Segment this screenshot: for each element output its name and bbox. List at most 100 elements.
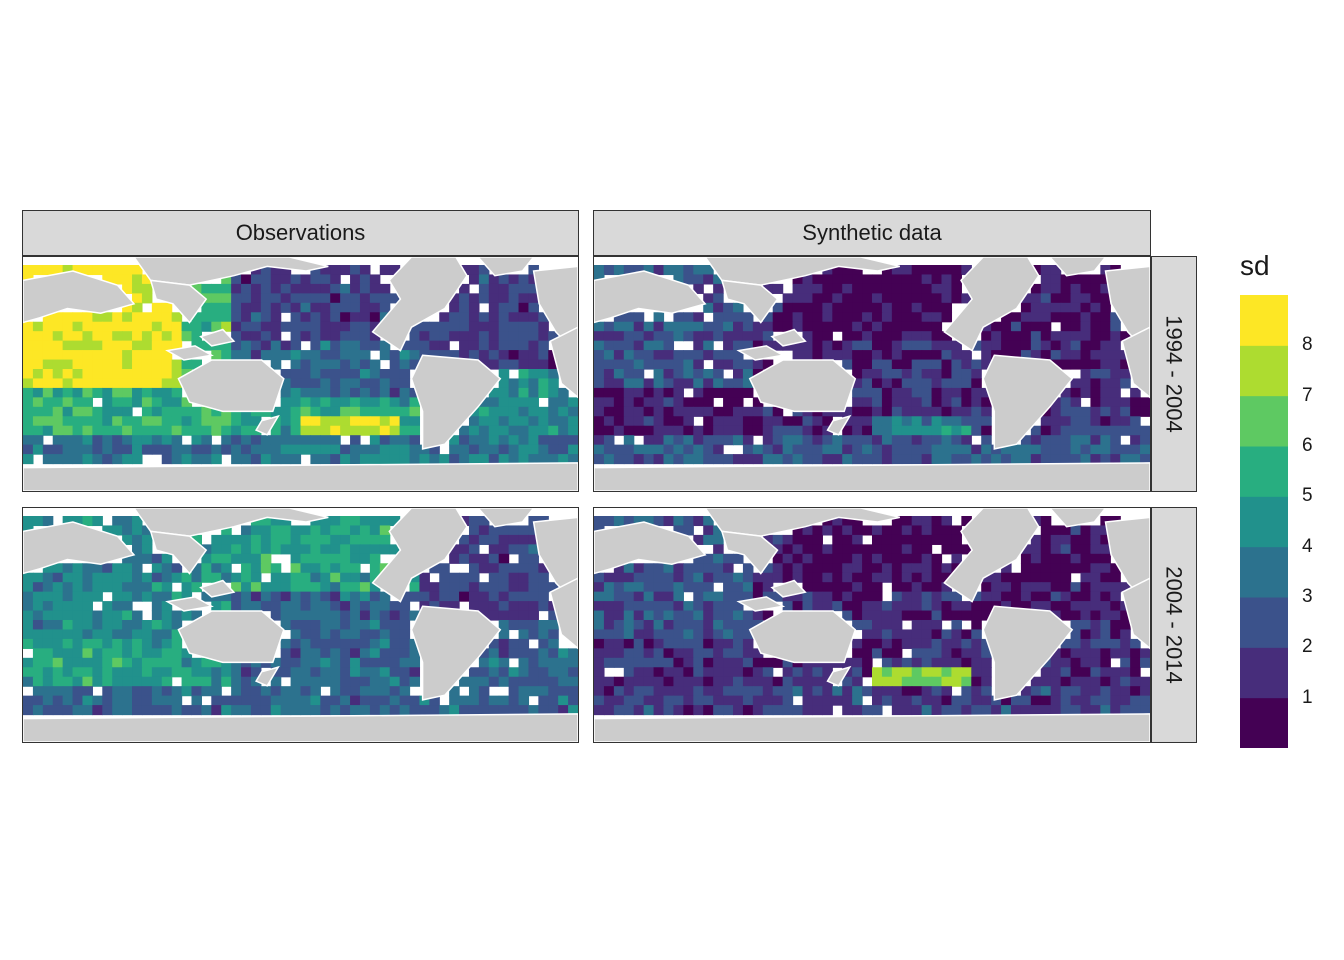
grid-cell: [881, 638, 893, 649]
map-svg-1: [594, 257, 1150, 491]
grid-cell: [300, 629, 312, 640]
grid-cell: [802, 544, 814, 555]
grid-cell: [528, 610, 539, 621]
grid-cell: [792, 444, 804, 455]
grid-cell: [643, 387, 655, 398]
grid-cell: [1100, 369, 1111, 380]
grid-cell: [1080, 610, 1092, 621]
grid-cell: [862, 274, 873, 285]
grid-cell: [379, 534, 391, 545]
grid-cell: [643, 516, 655, 527]
grid-cell: [82, 695, 93, 706]
grid-cell: [613, 629, 625, 640]
grid-cell: [468, 582, 480, 593]
grid-cell: [369, 378, 381, 389]
grid-cell: [23, 416, 34, 427]
grid-cell: [32, 657, 44, 668]
grid-cell: [881, 667, 893, 678]
grid-cell: [862, 406, 873, 417]
grid-cell: [260, 553, 272, 564]
grid-cell: [508, 705, 520, 716]
grid-cell: [359, 525, 371, 536]
grid-cell: [399, 350, 411, 361]
grid-cell: [852, 387, 863, 398]
grid-cell: [703, 667, 714, 678]
grid-cell: [1050, 676, 1062, 687]
grid-cell: [508, 406, 520, 417]
grid-cell: [359, 454, 371, 465]
grid-cell: [1130, 638, 1141, 649]
land-mass: [255, 414, 280, 436]
grid-cell: [1001, 454, 1012, 465]
grid-cell: [498, 657, 510, 668]
grid-cell: [613, 425, 625, 436]
grid-cell: [62, 321, 74, 332]
grid-cell: [931, 387, 943, 398]
grid-cell: [733, 601, 744, 612]
grid-cell: [733, 312, 744, 323]
grid-cell: [723, 340, 734, 351]
grid-cell: [901, 359, 913, 370]
grid-cell: [92, 572, 103, 583]
grid-cell: [518, 572, 530, 583]
grid-cell: [201, 406, 212, 417]
grid-cell: [911, 378, 923, 389]
grid-cell: [478, 454, 490, 465]
grid-cell: [742, 629, 754, 640]
grid-cell: [280, 397, 292, 408]
grid-cell: [832, 340, 843, 351]
grid-cell: [191, 312, 202, 323]
grid-cell: [693, 406, 704, 417]
grid-cell: [653, 350, 665, 361]
grid-cell: [350, 425, 361, 436]
grid-cell: [723, 657, 734, 668]
grid-cell: [653, 321, 665, 332]
grid-cell: [941, 648, 953, 659]
grid-cell: [752, 591, 764, 602]
grid-cell: [891, 397, 903, 408]
grid-cell: [82, 620, 93, 631]
grid-cell: [643, 359, 655, 370]
grid-cell: [1070, 274, 1082, 285]
grid-cell: [872, 553, 883, 564]
land-mass: [594, 462, 1150, 491]
grid-cell: [23, 435, 34, 446]
grid-cell: [112, 667, 123, 678]
grid-cell: [112, 705, 123, 716]
grid-cell: [538, 350, 549, 361]
grid-cell: [42, 265, 54, 276]
grid-cell: [901, 553, 913, 564]
grid-cell: [881, 350, 893, 361]
grid-cell: [132, 629, 143, 640]
grid-cell: [1100, 283, 1111, 294]
grid-cell: [528, 416, 539, 427]
grid-cell: [971, 657, 982, 668]
grid-cell: [32, 331, 44, 342]
grid-cell: [663, 620, 675, 631]
grid-cell: [733, 378, 744, 389]
grid-cell: [369, 387, 381, 398]
grid-cell: [703, 444, 714, 455]
grid-cell: [330, 321, 341, 332]
grid-cell: [379, 340, 391, 351]
grid-cell: [663, 516, 675, 527]
grid-cell: [1070, 416, 1082, 427]
grid-cell: [872, 331, 883, 342]
grid-cell: [161, 591, 173, 602]
grid-cell: [603, 444, 615, 455]
grid-cell: [1060, 695, 1072, 706]
grid-cell: [42, 416, 54, 427]
grid-cell: [881, 610, 893, 621]
grid-cell: [92, 312, 103, 323]
grid-cell: [862, 378, 873, 389]
grid-cell: [693, 444, 704, 455]
grid-cell: [941, 425, 953, 436]
grid-cell: [231, 302, 242, 313]
grid-cell: [901, 387, 913, 398]
grid-cell: [683, 582, 694, 593]
grid-cell: [1100, 340, 1111, 351]
grid-cell: [1050, 648, 1062, 659]
grid-cell: [713, 406, 724, 417]
grid-cell: [643, 321, 655, 332]
grid-cell: [171, 378, 183, 389]
